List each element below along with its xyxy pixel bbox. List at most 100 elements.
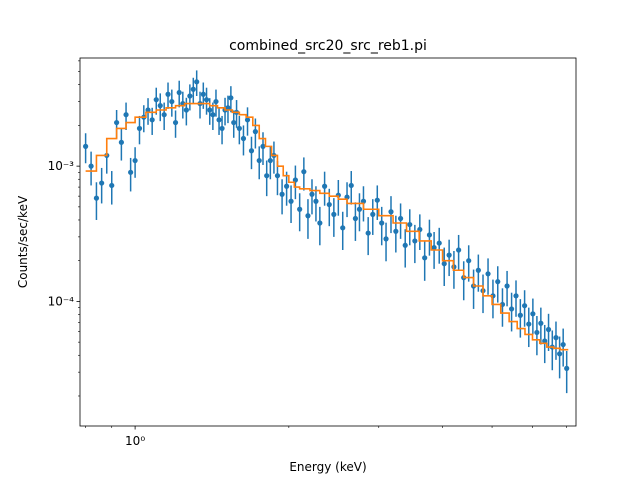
data-point: [165, 91, 171, 97]
data-point: [157, 103, 163, 109]
data-point: [297, 206, 303, 212]
data-point: [288, 198, 294, 204]
data-point: [169, 98, 175, 105]
data-point: [114, 119, 120, 126]
data-point: [292, 177, 298, 183]
data-point: [225, 105, 231, 111]
x-axis-label: Energy (keV): [289, 460, 366, 474]
data-point: [145, 107, 151, 113]
data-point: [564, 365, 570, 371]
y-axis-label: Counts/sec/keV: [16, 195, 30, 288]
data-point: [379, 220, 385, 226]
data-point: [360, 198, 367, 204]
data-point: [123, 112, 129, 118]
data-point: [553, 335, 559, 341]
data-point: [244, 117, 251, 123]
data-point: [402, 242, 408, 248]
data-point: [83, 143, 89, 149]
data-point: [219, 125, 225, 132]
data-point: [407, 221, 413, 228]
data-point: [508, 306, 515, 312]
axis-ticks: 10⁰ 10⁻⁴ 10⁻³: [48, 60, 567, 448]
data-point: [383, 236, 389, 242]
data-point: [475, 267, 481, 273]
data-point: [522, 303, 528, 309]
chart-title: combined_src20_src_reb1.pi: [229, 38, 427, 54]
data-point: [99, 180, 105, 186]
data-point: [210, 112, 216, 118]
data-point: [274, 173, 281, 179]
data-point: [441, 261, 447, 267]
data-point: [436, 240, 442, 246]
data-point: [231, 119, 237, 126]
data-point: [557, 351, 563, 357]
y-tick-label: 10⁻³: [48, 159, 75, 173]
data-point: [264, 173, 270, 179]
model-line: [85, 102, 569, 351]
data-point: [388, 209, 394, 215]
data-point: [172, 119, 179, 126]
data-point: [216, 117, 222, 123]
data-point: [513, 293, 519, 299]
data-point: [109, 182, 115, 189]
data-point: [118, 139, 124, 145]
data-point: [560, 341, 566, 348]
plot-frame: [79, 57, 577, 427]
data-point: [267, 157, 273, 164]
data-point: [412, 238, 418, 244]
plot-area: [83, 70, 570, 394]
data-point: [213, 98, 219, 105]
data-point: [309, 191, 315, 197]
data-point: [301, 169, 307, 175]
data-point: [326, 201, 332, 208]
data-point: [365, 230, 371, 236]
x-tick-label: 10⁰: [125, 434, 145, 448]
data-point: [466, 258, 472, 264]
data-point: [279, 191, 285, 197]
data-point: [545, 326, 552, 333]
data-point: [340, 225, 346, 231]
data-point: [228, 95, 234, 101]
data-point: [317, 220, 323, 226]
data-point: [240, 135, 247, 142]
data-point: [331, 211, 337, 217]
data-point: [322, 183, 328, 189]
data-point: [422, 255, 428, 261]
data-point: [370, 211, 376, 217]
data-point: [252, 129, 258, 135]
data-point: [426, 232, 433, 238]
data-point: [128, 169, 134, 175]
data-point: [348, 182, 354, 189]
data-point: [352, 215, 359, 222]
data-point: [149, 117, 155, 123]
data-point: [183, 107, 189, 113]
data-point: [248, 148, 255, 154]
data-point: [393, 228, 399, 234]
data-point: [190, 86, 196, 92]
data-point: [446, 252, 452, 258]
data-point: [88, 163, 94, 169]
data-point: [456, 247, 462, 253]
data-point: [203, 97, 210, 103]
data-point: [161, 112, 167, 118]
data-point: [526, 321, 532, 327]
data-point: [207, 107, 213, 113]
data-point: [495, 279, 501, 285]
data-point: [485, 271, 491, 277]
data-point: [504, 283, 510, 289]
data-point: [176, 89, 182, 96]
data-point: [517, 312, 523, 318]
data-point: [256, 157, 262, 164]
data-point: [374, 197, 380, 203]
data-point: [136, 125, 143, 132]
data-point: [313, 198, 319, 204]
data-point: [542, 338, 548, 344]
data-point: [260, 143, 266, 149]
data-point: [132, 157, 138, 164]
data-point: [538, 320, 544, 326]
data-point: [93, 195, 100, 201]
y-tick-label: 10⁻⁴: [48, 294, 75, 308]
data-point: [236, 125, 242, 132]
data-point: [200, 91, 206, 97]
